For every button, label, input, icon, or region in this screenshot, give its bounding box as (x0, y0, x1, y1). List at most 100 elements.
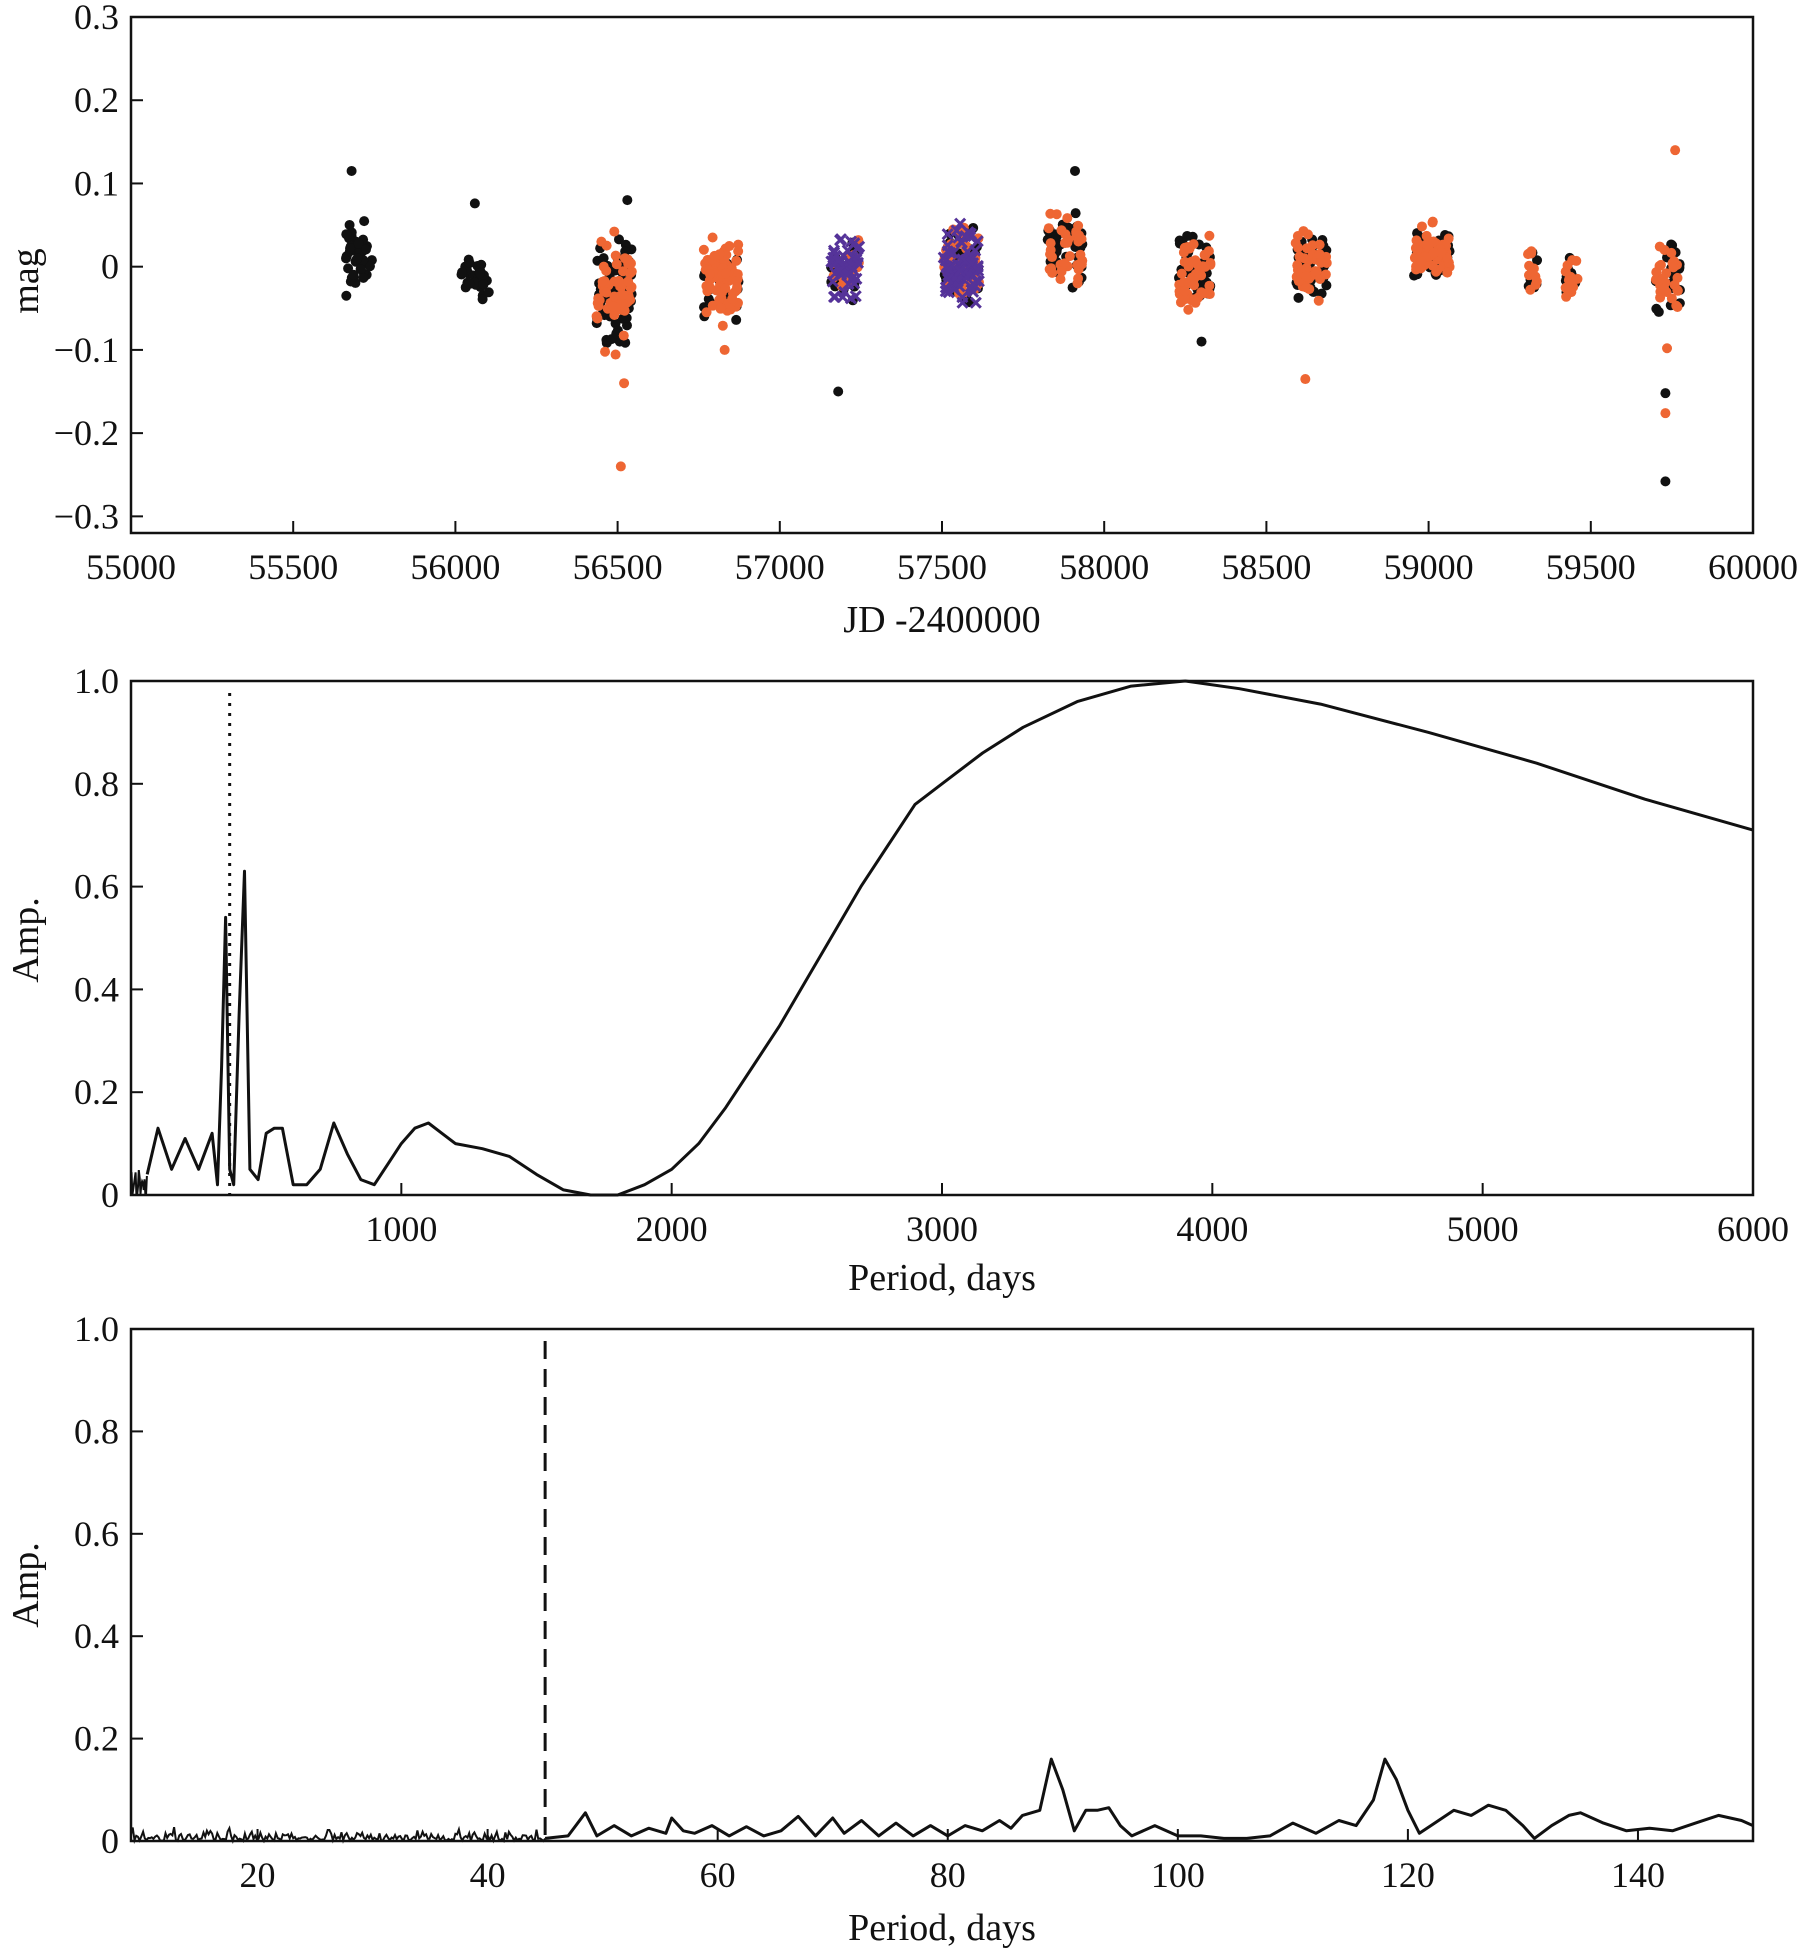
lightcurve-point-black (352, 253, 363, 264)
lightcurve-point-purple (971, 261, 984, 274)
lightcurve-point-black (1321, 280, 1332, 291)
lightcurve-point-black (364, 261, 375, 272)
lightcurve-y-axis-label: mag (5, 248, 47, 313)
long-periodogram-series-line (145, 679, 1754, 1197)
lightcurve-point-orange (1315, 273, 1326, 284)
short-periodogram-ticks: 20 40 60 80 100 120 140 0 0.2 0.4 0.6 0.8 1.0 (74, 1309, 1665, 1895)
lightcurve-point-orange (624, 268, 635, 279)
short-periodogram-x-tick-label: 80 (930, 1855, 966, 1895)
lightcurve-point-purple (953, 280, 966, 293)
lightcurve-point-black (457, 267, 468, 278)
lightcurve-point-orange (1203, 246, 1214, 257)
long-periodogram-y-tick-label: 0.6 (74, 867, 119, 907)
long-periodogram-y-axis-label: Amp. (5, 897, 47, 983)
lightcurve-x-tick-label: 58000 (1059, 547, 1149, 587)
lightcurve-point-orange (1064, 251, 1075, 262)
lightcurve-outlier-point (1300, 374, 1311, 385)
short-periodogram-series-line (544, 1757, 1754, 1840)
lightcurve-point-orange (593, 301, 604, 312)
lightcurve-point-black (1293, 292, 1304, 303)
lightcurve-point-orange (1301, 282, 1312, 293)
lightcurve-point-orange (1055, 274, 1066, 285)
lightcurve-point-orange (1528, 263, 1539, 274)
lightcurve-outlier-point (1660, 388, 1671, 399)
lightcurve-point-purple (972, 264, 985, 277)
lightcurve-point-orange (1043, 223, 1054, 234)
lightcurve-x-tick-label: 55000 (86, 547, 176, 587)
lightcurve-point-orange (598, 261, 609, 272)
lightcurve-point-purple (829, 290, 842, 303)
lightcurve-point-orange (1523, 249, 1534, 260)
lightcurve-point-purple (965, 284, 978, 297)
lightcurve-outlier-point (615, 461, 626, 472)
lightcurve-point-orange (1189, 280, 1200, 291)
lightcurve-point-orange (597, 276, 608, 287)
lightcurve-point-orange (593, 293, 604, 304)
long-periodogram-y-tick-label: 0.4 (74, 969, 119, 1009)
lightcurve-point-orange (1672, 302, 1683, 313)
long-periodogram-x-tick-label: 1000 (365, 1209, 437, 1249)
long-periodogram-y-tick-label: 0.8 (74, 764, 119, 804)
lightcurve-point-black (464, 278, 475, 289)
lightcurve-point-orange (609, 226, 620, 237)
lightcurve-point-orange (1655, 259, 1666, 270)
lightcurve-point-orange (1416, 256, 1427, 267)
lightcurve-x-tick-label: 60000 (1708, 547, 1798, 587)
lightcurve-point-black (464, 258, 475, 269)
lightcurve-point-purple (941, 228, 954, 241)
lightcurve-point-black (1070, 208, 1081, 219)
lightcurve-point-orange (1568, 274, 1579, 285)
lightcurve-point-purple (842, 278, 855, 291)
lightcurve-point-orange (600, 346, 611, 357)
lightcurve-point-orange (698, 244, 709, 255)
lightcurve-point-orange (1562, 283, 1573, 294)
lightcurve-point-orange (1293, 276, 1304, 287)
lightcurve-y-tick-label: −0.1 (54, 330, 119, 370)
lightcurve-point-orange (709, 250, 720, 261)
lightcurve-point-orange (625, 294, 636, 305)
lightcurve-point-black (360, 244, 371, 255)
lightcurve-x-tick-label: 56500 (573, 547, 663, 587)
lightcurve-point-orange (618, 330, 629, 341)
short-periodogram-panel: 20 40 60 80 100 120 140 0 0.2 0.4 0.6 0.8 1.0 Period… (5, 1309, 1755, 1949)
lightcurve-point-orange (724, 241, 735, 252)
lightcurve-x-tick-label: 59500 (1546, 547, 1636, 587)
lightcurve-point-orange (1056, 266, 1067, 277)
lightcurve-point-orange (1412, 245, 1423, 256)
lightcurve-point-orange (731, 284, 742, 295)
lightcurve-point-orange (601, 287, 612, 298)
lightcurve-point-orange (611, 259, 622, 270)
lightcurve-y-tick-label: 0.2 (74, 80, 119, 120)
long-periodogram-y-tick-label: 0 (101, 1175, 119, 1215)
lightcurve-point-orange (596, 236, 607, 247)
lightcurve-point-orange (717, 320, 728, 331)
lightcurve-point-orange (720, 283, 731, 294)
lightcurve-point-purple (953, 264, 966, 277)
long-periodogram-x-tick-label: 5000 (1447, 1209, 1519, 1249)
lightcurve-point-black (348, 269, 359, 280)
lightcurve-point-orange (1427, 217, 1438, 228)
lightcurve-outlier-point (719, 344, 730, 355)
lightcurve-point-orange (1045, 249, 1056, 260)
long-periodogram-y-tick-label: 1.0 (74, 661, 119, 701)
lightcurve-point-purple (850, 272, 863, 285)
lightcurve-point-orange (1062, 213, 1073, 224)
lightcurve-outlier-point (469, 198, 480, 209)
lightcurve-point-orange (1060, 229, 1071, 240)
lightcurve-point-black (477, 294, 488, 305)
lightcurve-point-black (353, 238, 364, 249)
lightcurve-outlier-point (619, 378, 630, 389)
lightcurve-point-orange (1204, 280, 1215, 291)
short-periodogram-marks (130, 1341, 1754, 1845)
lightcurve-point-orange (610, 349, 621, 360)
lightcurve-outlier-point (1660, 476, 1671, 487)
lightcurve-outlier-point (622, 195, 633, 206)
lightcurve-point-orange (1180, 294, 1191, 305)
lightcurve-point-orange (1059, 238, 1070, 249)
lightcurve-point-orange (1301, 243, 1312, 254)
lightcurve-point-black (613, 234, 624, 245)
lightcurve-point-orange (1562, 260, 1573, 271)
lightcurve-point-orange (1428, 247, 1439, 258)
lightcurve-point-black (1182, 230, 1193, 241)
lightcurve-x-tick-label: 57000 (735, 547, 825, 587)
